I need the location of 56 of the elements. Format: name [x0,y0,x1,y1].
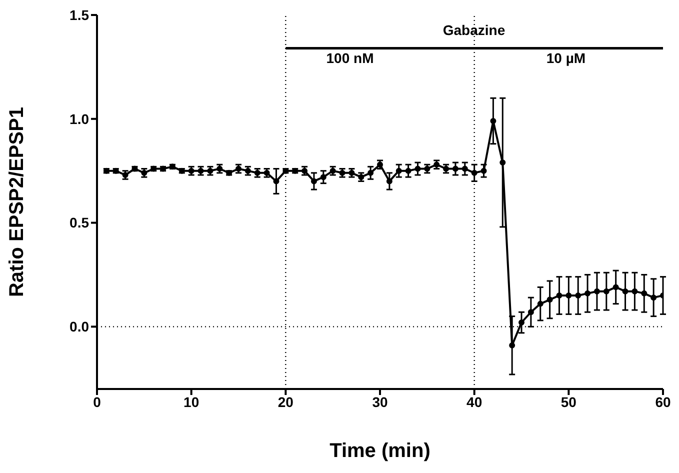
point [566,292,572,298]
point [462,166,468,172]
point [603,288,610,294]
point [650,294,657,301]
point [584,290,591,296]
x-tick-label: 0 [93,394,102,410]
point [612,284,619,290]
point [471,170,478,176]
point [273,178,280,184]
point [452,166,458,172]
point [226,170,232,176]
point [396,168,402,174]
x-axis-title: Time (min) [330,440,430,462]
point [490,118,496,124]
point [443,166,450,172]
y-tick-label: 1.5 [70,6,90,23]
point [141,170,148,176]
point [244,168,251,174]
point [358,174,364,180]
point [368,170,374,176]
x-tick-label: 50 [560,394,577,410]
point [556,292,562,298]
point [641,290,648,296]
annotation: Gabazine [442,22,506,38]
annotation: 100 nM [326,50,374,66]
point [632,288,638,294]
point [386,178,392,184]
x-tick-label: 20 [278,394,294,410]
point [500,160,506,166]
y-tick-label: 0.5 [70,214,90,231]
point [302,168,308,174]
point [216,166,223,172]
point [480,168,487,174]
point [405,168,412,174]
point [518,320,524,326]
x-tick-label: 40 [466,394,482,410]
annotation: 10 µM [546,50,586,66]
point [330,168,336,174]
y-tick-label: 1.0 [70,110,90,127]
point [320,174,326,180]
y-tick-label: 0.0 [70,318,90,335]
point [622,288,628,294]
point [310,178,317,184]
point [509,342,516,348]
x-tick-label: 10 [184,394,200,410]
x-tick-label: 30 [372,394,388,410]
point [537,300,544,307]
point [528,309,534,316]
y-axis-title: Ratio EPSP2/EPSP1 [6,106,28,298]
x-tick-label: 60 [655,394,671,410]
point [434,162,440,168]
point [414,166,421,172]
point [594,288,600,294]
point [575,292,582,298]
point [546,296,553,303]
point [424,166,430,172]
